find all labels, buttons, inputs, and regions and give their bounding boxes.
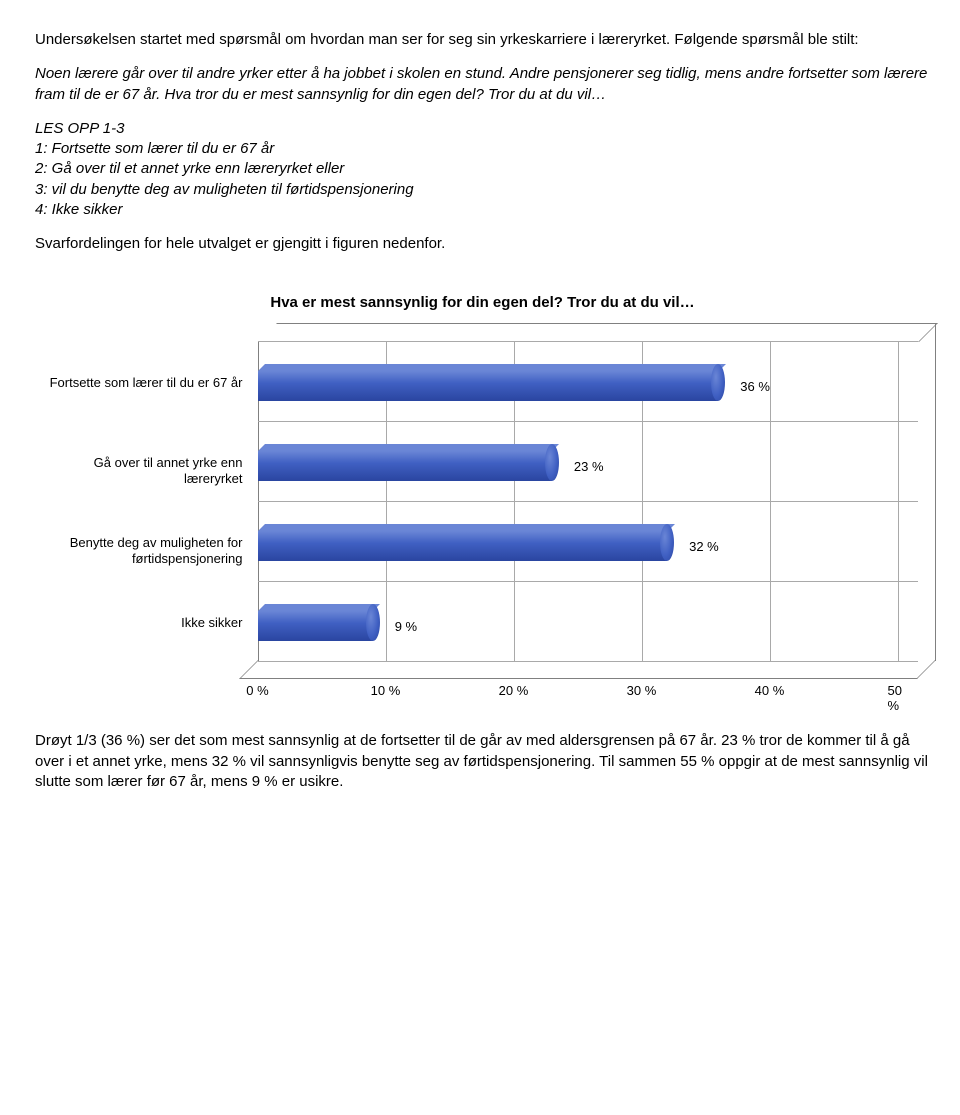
y-axis-labels: Fortsette som lærer til du er 67 år Gå ov… xyxy=(48,341,258,681)
bar-value-label: 9 % xyxy=(395,619,417,634)
chart-plot: 0 %10 %20 %30 %40 %50 %36 %23 %32 %9 % xyxy=(258,341,918,681)
category-label: Fortsette som lærer til du er 67 år xyxy=(48,375,243,391)
bar xyxy=(258,451,552,481)
bar xyxy=(258,611,373,641)
option-3: 3: vil du benytte deg av muligheten til … xyxy=(35,180,930,200)
chart-area: Fortsette som lærer til du er 67 år Gå ov… xyxy=(48,341,918,681)
options-block: LES OPP 1-3 1: Fortsette som lærer til d… xyxy=(35,119,930,220)
bar-value-label: 32 % xyxy=(689,539,719,554)
chart-container: Hva er mest sannsynlig for din egen del?… xyxy=(48,294,918,681)
x-tick-label: 40 % xyxy=(755,683,785,698)
option-4: 4: Ikke sikker xyxy=(35,200,930,220)
bar xyxy=(258,531,668,561)
intro-paragraph: Undersøkelsen startet med spørsmål om hv… xyxy=(35,30,930,50)
bar xyxy=(258,371,719,401)
category-label: Benytte deg av muligheten for førtidspen… xyxy=(48,535,243,566)
bar-value-label: 36 % xyxy=(740,379,770,394)
chart-title: Hva er mest sannsynlig for din egen del?… xyxy=(48,294,918,311)
option-2: 2: Gå over til et annet yrke enn læreryr… xyxy=(35,159,930,179)
x-tick-label: 30 % xyxy=(627,683,657,698)
category-label: Ikke sikker xyxy=(48,615,243,631)
options-header: LES OPP 1-3 xyxy=(35,119,930,139)
option-1: 1: Fortsette som lærer til du er 67 år xyxy=(35,139,930,159)
x-tick-label: 10 % xyxy=(371,683,401,698)
x-tick-label: 20 % xyxy=(499,683,529,698)
x-tick-label: 50 % xyxy=(888,683,908,713)
bar-value-label: 23 % xyxy=(574,459,604,474)
summary-paragraph: Drøyt 1/3 (36 %) ser det som mest sannsy… xyxy=(35,731,930,792)
distribution-paragraph: Svarfordelingen for hele utvalget er gje… xyxy=(35,234,930,254)
question-paragraph: Noen lærere går over til andre yrker ett… xyxy=(35,64,930,105)
category-label: Gå over til annet yrke enn læreryrket xyxy=(48,455,243,486)
x-tick-label: 0 % xyxy=(246,683,268,698)
